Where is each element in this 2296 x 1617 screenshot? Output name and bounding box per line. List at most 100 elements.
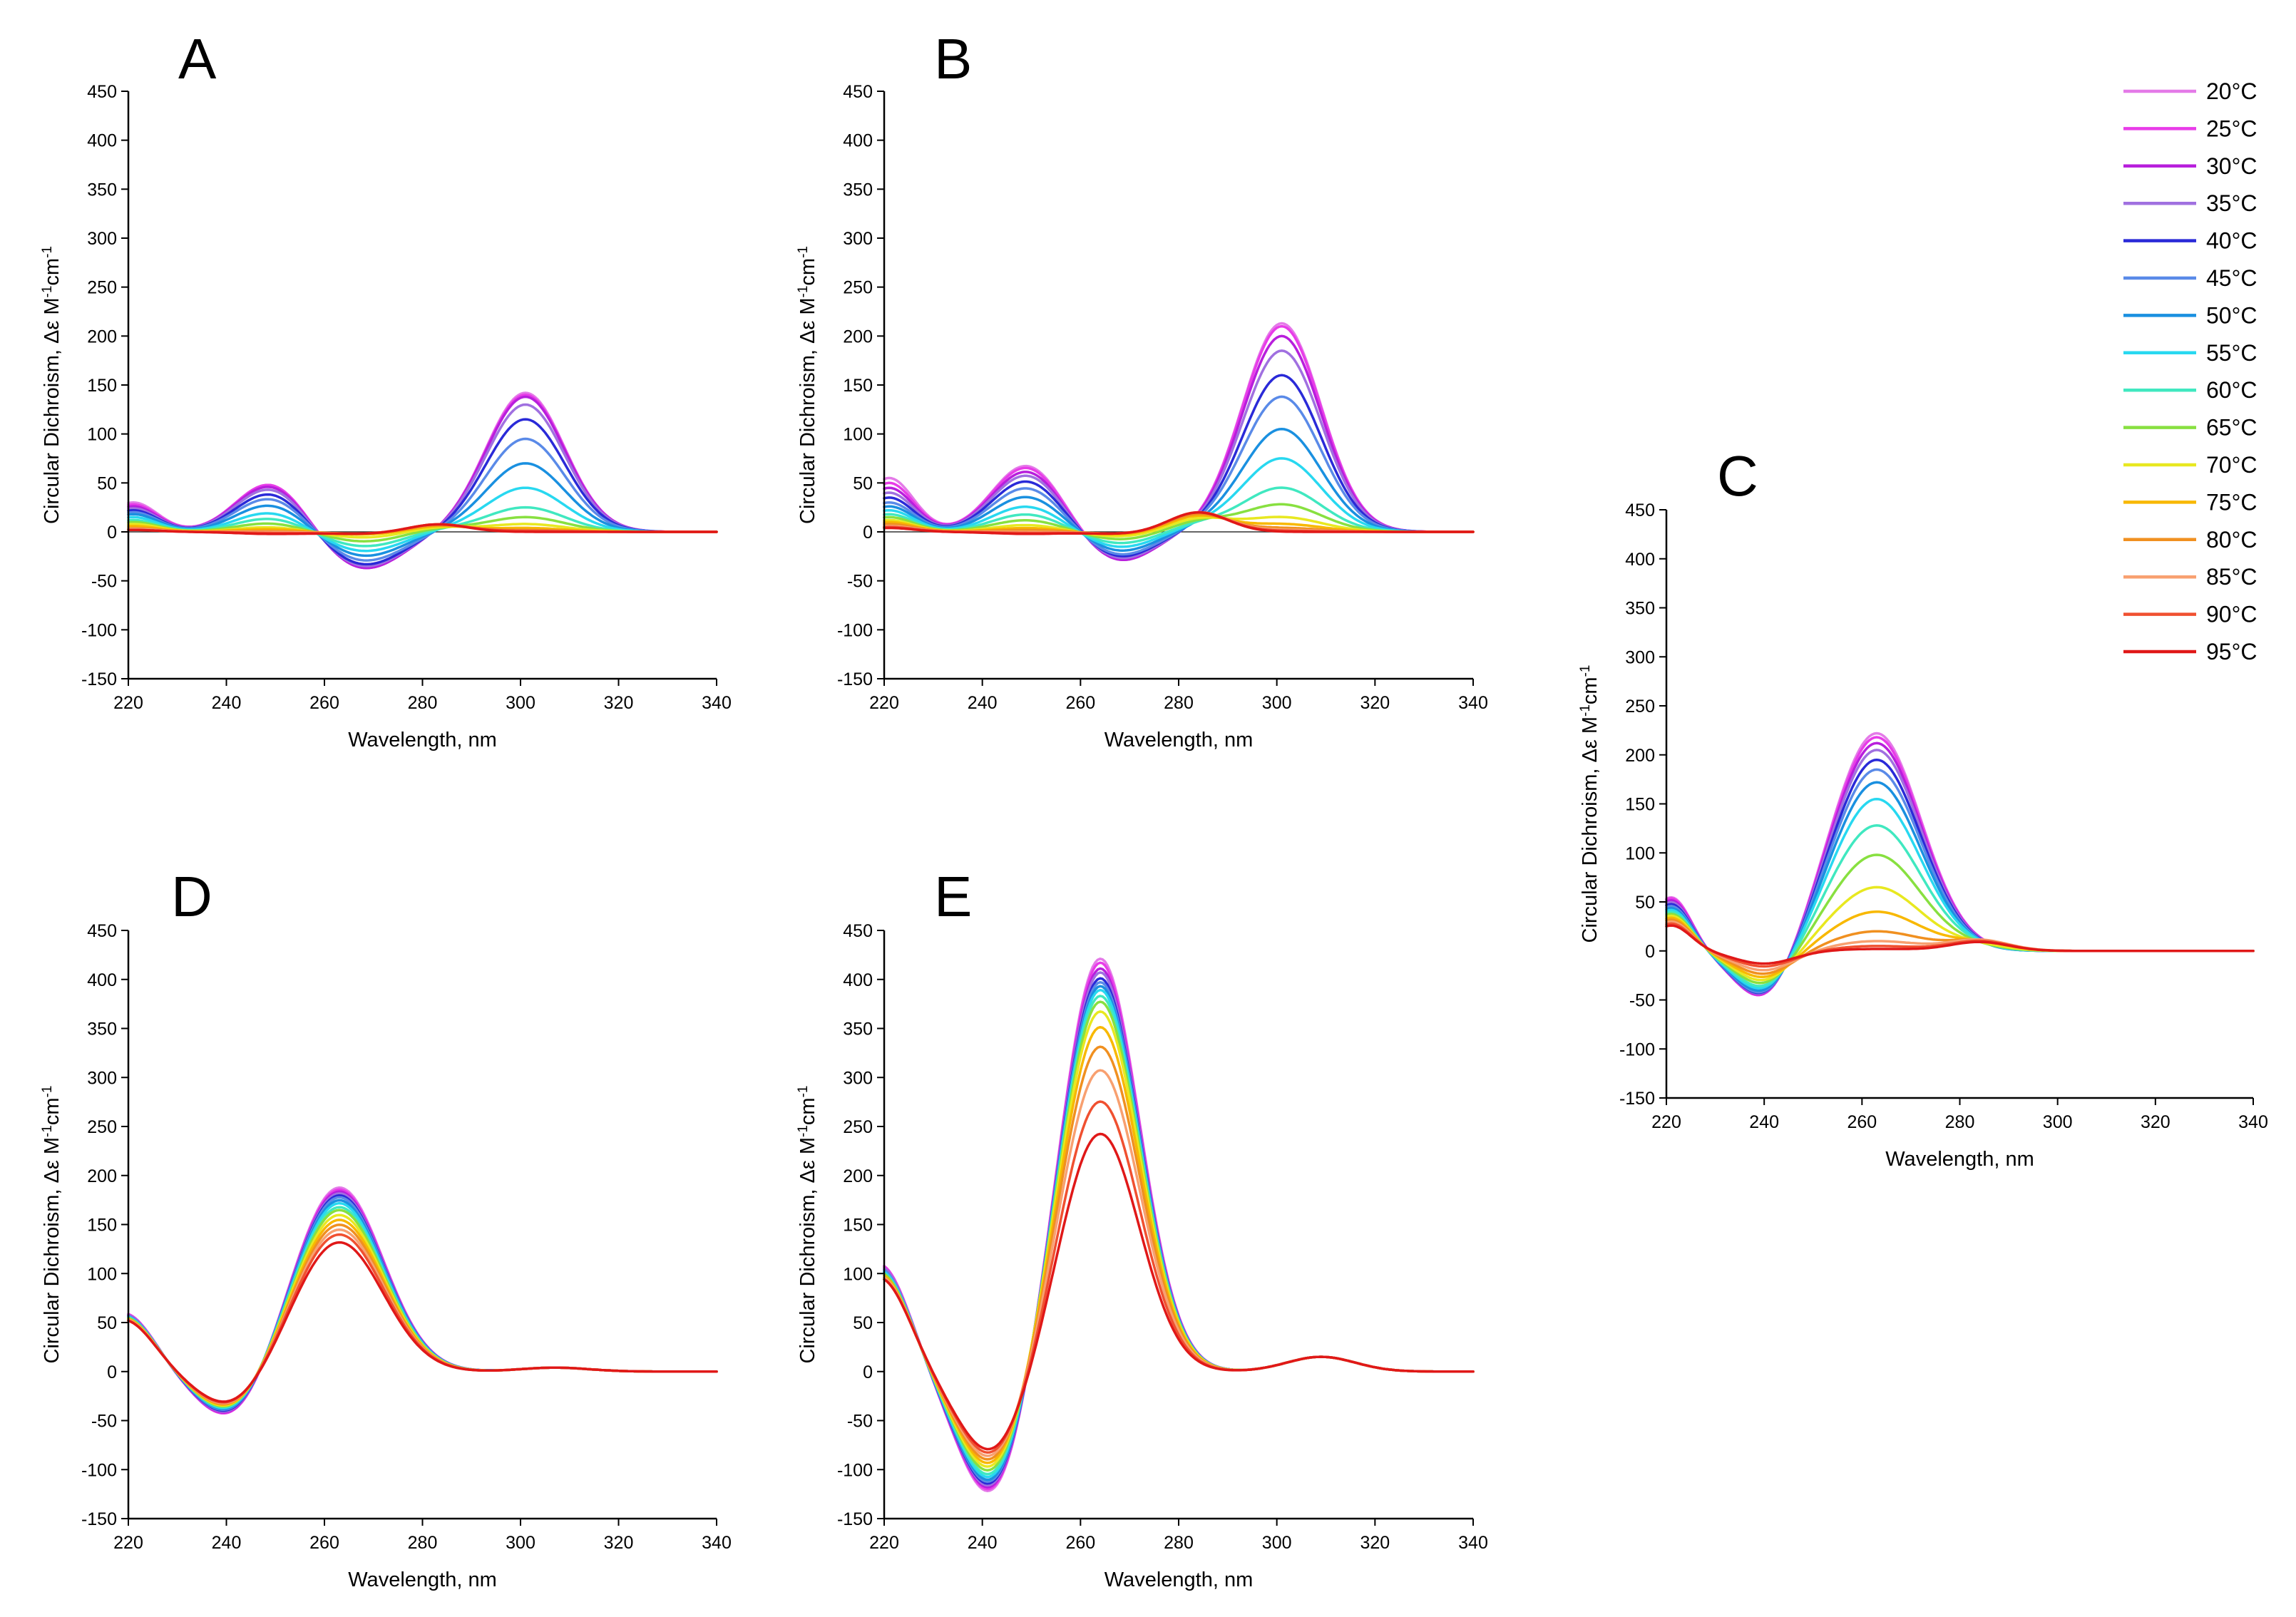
series-line-25c <box>1665 736 2255 997</box>
y-axis-label: Circular Dichroism, Δε M-1cm-1 <box>40 246 64 524</box>
x-tick-label: 260 <box>1065 693 1095 713</box>
y-tick-label: 200 <box>843 327 873 346</box>
y-tick-label: 350 <box>87 180 117 200</box>
curves <box>1665 732 2255 997</box>
y-tick-label: 150 <box>1625 795 1655 815</box>
y-tick-label: -150 <box>837 1509 873 1529</box>
series-line-55c <box>1665 797 2255 990</box>
panel-label: A <box>178 27 217 91</box>
y-tick-label: 100 <box>1625 843 1655 863</box>
series-line-25c <box>127 393 718 570</box>
x-tick-label: 280 <box>1945 1112 1975 1132</box>
y-tick-label: 400 <box>843 970 873 990</box>
y-tick-label: 0 <box>1645 942 1655 962</box>
y-axis-label: Circular Dichroism, Δε M-1cm-1 <box>40 1086 64 1364</box>
y-tick-label: 300 <box>87 1068 117 1088</box>
legend-label: 45°C <box>2206 265 2257 291</box>
y-tick-label: 250 <box>1625 697 1655 717</box>
x-axis-label: Wavelength, nm <box>348 729 496 751</box>
series-line-40c <box>127 418 718 566</box>
x-tick-label: 320 <box>604 1533 634 1553</box>
series-line-30c <box>1665 741 2255 996</box>
panel-c: C -150 -100 -50 0 50 100 150 200 250 300 350 400 450 2… <box>1578 444 2268 1171</box>
series-line-25c <box>883 961 1475 1491</box>
legend-label: 30°C <box>2206 153 2257 179</box>
x-tick-label: 260 <box>309 693 339 713</box>
y-tick-label: 150 <box>843 376 873 396</box>
y-tick-label: -150 <box>81 1509 117 1529</box>
series-line-30c <box>127 395 718 570</box>
y-tick-label: -150 <box>81 669 117 689</box>
x-tick-label: 280 <box>1164 1533 1194 1553</box>
y-tick-label: 200 <box>87 327 117 346</box>
series-line-45c <box>883 980 1475 1483</box>
series-line-55c <box>883 988 1475 1479</box>
x-axis-label: Wavelength, nm <box>348 1569 496 1591</box>
series-line-65c <box>127 1208 718 1408</box>
series-line-50c <box>127 462 718 558</box>
y-tick-label: 450 <box>843 921 873 941</box>
series-line-45c <box>1665 768 2255 994</box>
y-tick-label: -50 <box>1629 991 1655 1011</box>
y-tick-label: 100 <box>843 1264 873 1284</box>
series-line-35c <box>127 403 718 568</box>
curves <box>127 391 718 570</box>
y-tick-label: 350 <box>87 1020 117 1040</box>
y-tick-label: 200 <box>1625 746 1655 766</box>
y-tick-label: -50 <box>91 572 117 592</box>
curves <box>883 958 1475 1492</box>
series-line-20c <box>127 391 718 570</box>
series-line-90c <box>883 1100 1475 1454</box>
legend-label: 20°C <box>2206 78 2257 104</box>
y-tick-label: 150 <box>843 1216 873 1236</box>
x-tick-label: 340 <box>1458 1533 1488 1553</box>
x-tick-label: 280 <box>408 693 438 713</box>
x-tick-label: 320 <box>1360 1533 1390 1553</box>
series-line-50c <box>883 427 1475 552</box>
series-line-55c <box>127 1201 718 1410</box>
y-axis-label: Circular Dichroism, Δε M-1cm-1 <box>1578 665 1602 943</box>
y-tick-label: -150 <box>837 669 873 689</box>
series-line-45c <box>127 437 718 562</box>
y-tick-label: 450 <box>87 82 117 102</box>
x-tick-label: 340 <box>702 1533 732 1553</box>
series-line-35c <box>1665 749 2255 995</box>
x-tick-label: 260 <box>1847 1112 1877 1132</box>
legend-item: 30°C <box>2123 153 2257 179</box>
y-tick-label: 100 <box>843 425 873 445</box>
y-tick-label: 250 <box>843 1117 873 1137</box>
panel-label: D <box>171 865 212 928</box>
legend-item: 40°C <box>2123 228 2257 254</box>
y-axis-label: Circular Dichroism, Δε M-1cm-1 <box>796 246 820 524</box>
y-tick-label: -50 <box>847 572 873 592</box>
x-tick-label: 300 <box>506 1533 535 1553</box>
legend-item: 65°C <box>2123 415 2257 441</box>
series-line-20c <box>1665 732 2255 997</box>
series-line-70c <box>127 1213 718 1407</box>
x-tick-label: 300 <box>2043 1112 2073 1132</box>
legend-label: 75°C <box>2206 489 2257 515</box>
x-tick-label: 280 <box>1164 693 1194 713</box>
series-line-40c <box>883 977 1475 1485</box>
x-tick-label: 240 <box>1749 1112 1779 1132</box>
x-tick-label: 320 <box>604 693 634 713</box>
legend-item: 45°C <box>2123 265 2257 291</box>
x-tick-label: 220 <box>113 693 143 713</box>
legend-item: 35°C <box>2123 190 2257 216</box>
x-tick-label: 220 <box>869 693 899 713</box>
temperature-legend: 20°C 25°C 30°C 35°C 40°C 45°C 50°C 55°C 60°C 65°C… <box>2123 78 2257 664</box>
series-line-85c <box>127 1228 718 1405</box>
series-line-95c <box>127 1241 718 1403</box>
series-line-65c <box>883 1000 1475 1472</box>
panel-a: A -150 -100 -50 0 50 100 150 200 250 300 350 400 450 2… <box>40 27 732 751</box>
y-tick-label: 250 <box>87 278 117 298</box>
panel-label: B <box>934 27 972 91</box>
series-line-95c <box>883 510 1475 535</box>
series-line-25c <box>127 1188 718 1415</box>
panel-b: B -150 -100 -50 0 50 100 150 200 250 300 350 400 450 2… <box>796 27 1488 751</box>
y-tick-label: 350 <box>1625 599 1655 619</box>
legend-item: 25°C <box>2123 115 2257 141</box>
y-tick-label: -100 <box>81 1460 117 1480</box>
series-line-50c <box>127 1198 718 1410</box>
